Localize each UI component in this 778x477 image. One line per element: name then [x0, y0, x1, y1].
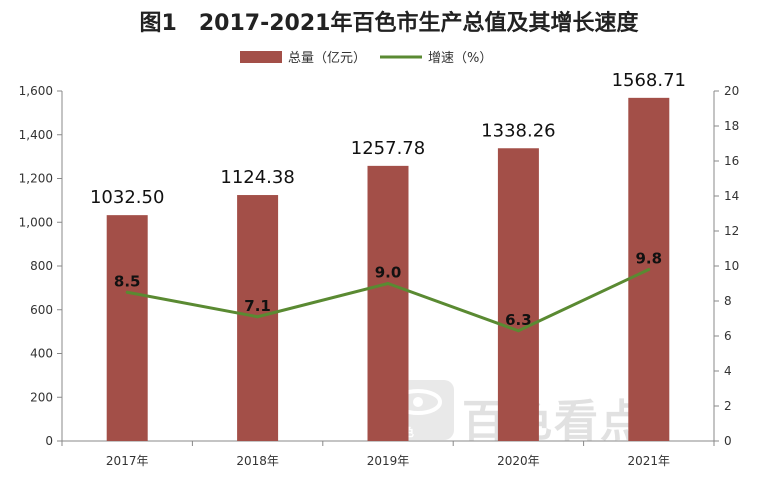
bar-value-label: 1257.78 — [351, 138, 425, 159]
y-left-tick-label: 1,000 — [19, 215, 53, 229]
chart-title: 图1 2017-2021年百色市生产总值及其增长速度 — [140, 10, 640, 36]
y-right-tick-label: 0 — [724, 434, 732, 448]
y-left-tick-label: 800 — [30, 259, 53, 273]
x-tick-label: 2017年 — [106, 454, 149, 468]
y-right-tick-label: 6 — [724, 329, 732, 343]
y-right-tick-label: 12 — [724, 224, 739, 238]
y-left-tick-label: 1,400 — [19, 128, 53, 142]
growth-value-label: 8.5 — [114, 272, 141, 290]
x-tick-label: 2020年 — [497, 454, 540, 468]
bar — [497, 148, 539, 442]
y-left-tick-label: 600 — [30, 303, 53, 317]
legend-bar-label: 总量（亿元） — [288, 51, 366, 66]
y-right-tick-label: 14 — [724, 189, 739, 203]
bar-value-label: 1032.50 — [90, 187, 164, 208]
y-right-tick-label: 10 — [724, 259, 739, 273]
x-tick-label: 2021年 — [628, 454, 671, 468]
legend: 总量（亿元） 增速（%） — [240, 51, 492, 66]
x-tick-label: 2019年 — [367, 454, 410, 468]
y-right-tick-label: 18 — [724, 119, 739, 133]
y-right-tick-label: 8 — [724, 294, 732, 308]
growth-point — [125, 290, 129, 294]
y-right-tick-label: 16 — [724, 154, 739, 168]
growth-value-label: 9.8 — [636, 250, 663, 268]
bar-value-label: 1124.38 — [220, 167, 294, 188]
growth-point — [386, 282, 390, 285]
data-labels: 1032.50 1124.38 1257.78 1338.26 1568.71 8.5 7.… — [90, 70, 686, 329]
legend-line-label: 增速（%） — [428, 51, 492, 66]
growth-point — [256, 315, 260, 319]
watermark-text: 百色看点 — [462, 396, 646, 447]
bar — [367, 165, 409, 441]
y-right-tick-label: 20 — [724, 84, 739, 98]
x-tick-label: 2018年 — [236, 454, 279, 468]
growth-line — [125, 268, 651, 333]
legend-bar-swatch — [240, 51, 282, 63]
bar-value-label: 1568.71 — [612, 70, 686, 91]
y-right-tick-label: 4 — [724, 364, 732, 378]
y-left-tick-label: 0 — [45, 434, 53, 448]
growth-point — [516, 329, 520, 333]
y-left-tick-label: 400 — [30, 347, 53, 361]
growth-value-label: 9.0 — [375, 264, 402, 282]
watermark-pupil-icon — [413, 397, 423, 407]
y-left-tick-label: 200 — [30, 390, 53, 404]
growth-point — [647, 268, 651, 271]
bars — [106, 97, 670, 442]
growth-value-label: 7.1 — [244, 297, 271, 315]
growth-value-label: 6.3 — [505, 311, 532, 329]
y-left-tick-label: 1,200 — [19, 172, 53, 186]
y-right-tick-label: 2 — [724, 399, 732, 413]
bar-value-label: 1338.26 — [481, 120, 555, 141]
bar — [106, 215, 148, 441]
y-left-tick-label: 1,600 — [19, 84, 53, 98]
